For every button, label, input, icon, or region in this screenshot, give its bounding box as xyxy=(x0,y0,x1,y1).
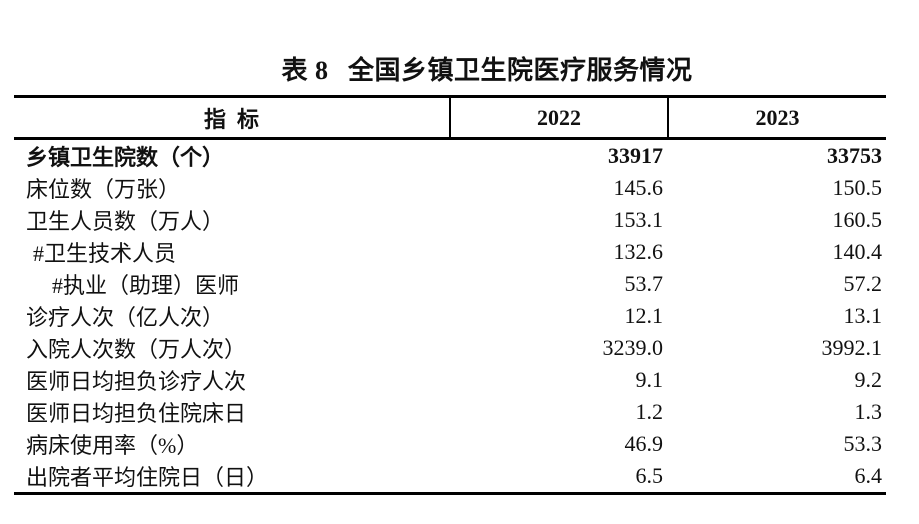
row-value-2022: 153.1 xyxy=(613,207,664,232)
row-label: #执业（助理）医师 xyxy=(52,273,240,298)
row-label: 入院人次数（万人次） xyxy=(26,337,247,362)
row-value-2023: 13.1 xyxy=(843,303,883,328)
row-value-2023: 1.3 xyxy=(854,399,883,424)
table-body: 乡镇卫生院数（个） 33917 33753 床位数（万张） 145.6 150.… xyxy=(14,139,886,495)
column-header-2023: 2023 xyxy=(667,95,886,140)
row-value-2022: 53.7 xyxy=(624,271,664,296)
row-label: 诊疗人次（亿人次） xyxy=(26,305,225,330)
row-label: 医师日均担负诊疗人次 xyxy=(26,369,247,394)
row-value-2022: 12.1 xyxy=(624,303,664,328)
table-row: 诊疗人次（亿人次） 12.1 13.1 xyxy=(14,300,886,332)
column-header-2022: 2022 xyxy=(449,95,668,140)
row-value-2022: 46.9 xyxy=(624,431,664,456)
row-label: #卫生技术人员 xyxy=(33,241,177,266)
row-value-2023: 53.3 xyxy=(843,431,883,456)
table-title-text: 全国乡镇卫生院医疗服务情况 xyxy=(348,56,693,85)
table-title: 表 8 全国乡镇卫生院医疗服务情况 xyxy=(0,50,919,87)
row-value-2023: 57.2 xyxy=(843,271,883,296)
column-header-indicator: 指 标 xyxy=(14,95,450,140)
row-label: 床位数（万张） xyxy=(26,177,181,202)
table-row: 入院人次数（万人次） 3239.0 3992.1 xyxy=(14,332,886,364)
row-label: 卫生人员数（万人） xyxy=(26,209,225,234)
row-value-2023: 33753 xyxy=(827,143,882,168)
table-row: 医师日均担负诊疗人次 9.1 9.2 xyxy=(14,364,886,396)
row-value-2023: 6.4 xyxy=(668,460,886,495)
row-label: 乡镇卫生院数（个） xyxy=(26,145,225,170)
table-row: 病床使用率（%） 46.9 53.3 xyxy=(14,428,886,460)
row-value-2022: 6.5 xyxy=(450,460,668,495)
row-value-2022: 3239.0 xyxy=(602,335,664,360)
row-value-2023: 9.2 xyxy=(854,367,883,392)
row-value-2023: 150.5 xyxy=(832,175,883,200)
row-value-2022: 132.6 xyxy=(613,239,664,264)
table-row: 卫生人员数（万人） 153.1 160.5 xyxy=(14,204,886,236)
stats-table: 指 标 2022 2023 乡镇卫生院数（个） 33917 33753 床位数（… xyxy=(14,95,886,495)
row-value-2022: 145.6 xyxy=(613,175,664,200)
table-row: #卫生技术人员 132.6 140.4 xyxy=(14,236,886,268)
row-label: 医师日均担负住院床日 xyxy=(26,401,247,426)
row-label: 病床使用率（%） xyxy=(26,433,199,458)
stats-table-container: 指 标 2022 2023 乡镇卫生院数（个） 33917 33753 床位数（… xyxy=(14,95,886,495)
row-value-2023: 3992.1 xyxy=(821,335,883,360)
table-row: 床位数（万张） 145.6 150.5 xyxy=(14,172,886,204)
row-value-2023: 140.4 xyxy=(832,239,883,264)
row-label: 出院者平均住院日（日） xyxy=(14,460,450,495)
table-row: 出院者平均住院日（日） 6.5 6.4 xyxy=(14,460,886,495)
row-value-2023: 160.5 xyxy=(832,207,883,232)
table-row: 医师日均担负住院床日 1.2 1.3 xyxy=(14,396,886,428)
table-row: #执业（助理）医师 53.7 57.2 xyxy=(14,268,886,300)
table-row: 乡镇卫生院数（个） 33917 33753 xyxy=(14,139,886,173)
table-header: 指 标 2022 2023 xyxy=(14,95,886,140)
row-value-2022: 9.1 xyxy=(635,367,664,392)
row-value-2022: 1.2 xyxy=(635,399,664,424)
row-value-2022: 33917 xyxy=(608,143,663,168)
table-number: 表 8 xyxy=(281,56,329,85)
header-row: 指 标 2022 2023 xyxy=(14,95,886,140)
